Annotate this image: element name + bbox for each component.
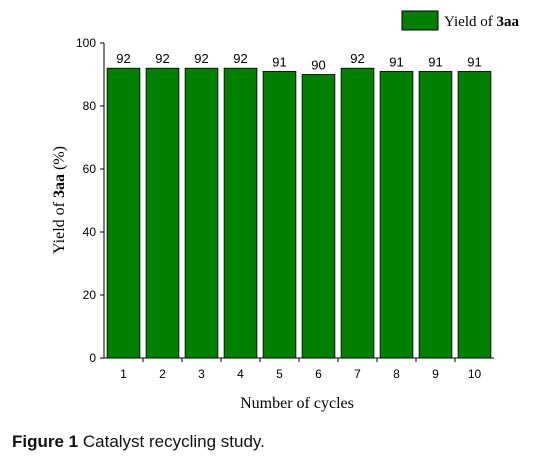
data-label: 92 bbox=[194, 51, 208, 66]
bar bbox=[223, 67, 258, 359]
data-label: 91 bbox=[272, 54, 286, 69]
x-tick-label: 6 bbox=[315, 367, 322, 381]
bar bbox=[457, 70, 492, 359]
x-tick-label: 9 bbox=[432, 367, 439, 381]
caption-label: Figure 1 bbox=[12, 432, 79, 451]
legend: Yield of 3aa bbox=[401, 10, 520, 31]
x-tick-label: 8 bbox=[393, 367, 400, 381]
y-tick-label: 60 bbox=[83, 162, 97, 176]
y-tick-label: 80 bbox=[83, 99, 97, 113]
data-label: 92 bbox=[233, 51, 247, 66]
bar bbox=[301, 74, 336, 359]
bar bbox=[262, 70, 297, 359]
x-tick-label: 3 bbox=[198, 367, 205, 381]
x-tick-label: 10 bbox=[468, 367, 482, 381]
plot-area: 0 20 40 60 80 100 92 1 92 2 92 3 92 4 91 5 90 6 92 7 91 8 91 9 9… bbox=[76, 36, 494, 381]
data-label: 92 bbox=[350, 51, 364, 66]
x-tick-label: 5 bbox=[276, 367, 283, 381]
bar bbox=[340, 67, 375, 359]
bar bbox=[379, 70, 414, 359]
y-tick-label: 40 bbox=[83, 225, 97, 239]
caption-text: Catalyst recycling study. bbox=[82, 432, 265, 451]
x-tick-label: 1 bbox=[120, 367, 127, 381]
data-label: 92 bbox=[116, 51, 130, 66]
y-tick-label: 20 bbox=[83, 288, 97, 302]
x-tick-label: 2 bbox=[159, 367, 166, 381]
bar-chart: Yield of 3aa Yield of 3aa (%) Number of … bbox=[51, 10, 520, 412]
y-axis-title: Yield of 3aa (%) bbox=[51, 146, 68, 254]
data-label: 91 bbox=[428, 54, 442, 69]
data-label: 90 bbox=[311, 58, 325, 73]
bar bbox=[145, 67, 180, 359]
data-label: 92 bbox=[155, 51, 169, 66]
bar bbox=[418, 70, 453, 359]
figure-caption: Figure 1 Catalyst recycling study. bbox=[12, 432, 265, 452]
data-label: 91 bbox=[467, 54, 481, 69]
bar bbox=[106, 67, 141, 359]
legend-label: Yield of 3aa bbox=[444, 14, 520, 30]
y-tick-label: 100 bbox=[76, 36, 96, 50]
x-tick-label: 4 bbox=[237, 367, 244, 381]
bar bbox=[184, 67, 219, 359]
data-label: 91 bbox=[389, 54, 403, 69]
x-axis-title: Number of cycles bbox=[240, 395, 354, 412]
x-tick-label: 7 bbox=[354, 367, 361, 381]
y-tick-label: 0 bbox=[89, 351, 96, 365]
legend-swatch bbox=[401, 10, 439, 31]
